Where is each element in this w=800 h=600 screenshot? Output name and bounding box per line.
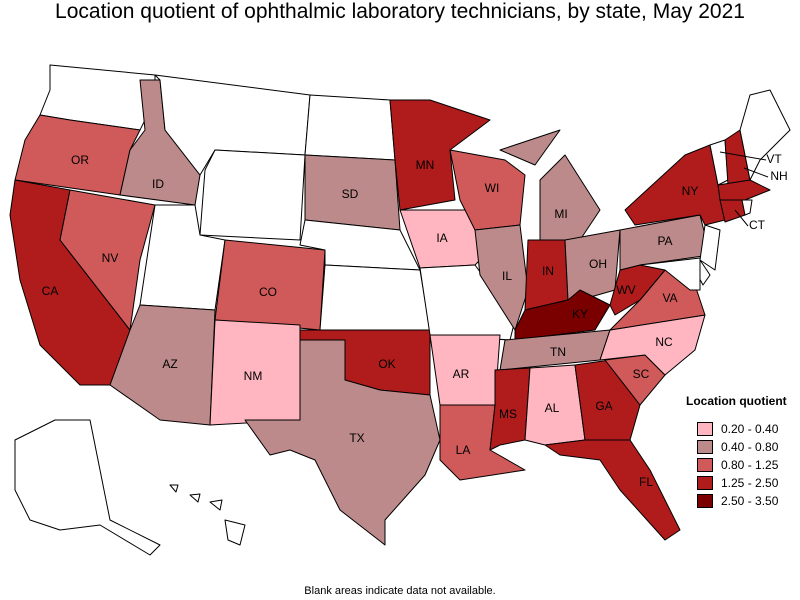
state-MD[interactable] — [639, 257, 701, 291]
state-TX[interactable] — [244, 339, 441, 546]
legend-item: 0.20 - 0.40 — [686, 420, 796, 438]
legend-swatch — [697, 422, 713, 436]
leader-VT — [719, 151, 767, 161]
label-SD: SD — [342, 187, 359, 201]
label-TN: TN — [550, 345, 566, 359]
label-AZ: AZ — [162, 357, 177, 371]
legend-swatch — [697, 494, 713, 508]
legend-item: 1.25 - 2.50 — [686, 474, 796, 492]
state-MO[interactable] — [419, 264, 516, 341]
leader-NH — [743, 167, 769, 178]
state-KS[interactable] — [319, 264, 431, 331]
label-ID: ID — [152, 177, 164, 191]
label-MI: MI — [554, 207, 567, 221]
label-WI: WI — [485, 181, 500, 195]
label-IL: IL — [502, 269, 512, 283]
label-TX: TX — [349, 431, 364, 445]
state-AK[interactable] — [14, 419, 161, 556]
label-IA: IA — [436, 231, 447, 245]
state-GA[interactable] — [574, 359, 641, 441]
label-LA: LA — [456, 443, 471, 457]
label-VA: VA — [662, 291, 677, 305]
legend-item: 0.80 - 1.25 — [686, 456, 796, 474]
state-OH[interactable] — [564, 229, 621, 301]
legend-item: 0.40 - 0.80 — [686, 438, 796, 456]
label-OH: OH — [589, 257, 607, 271]
state-ME[interactable] — [739, 89, 791, 181]
label-AL: AL — [545, 401, 560, 415]
label-PA: PA — [657, 234, 672, 248]
label-CO: CO — [259, 285, 277, 299]
legend-title: Location quotient — [686, 394, 787, 408]
legend-swatch — [697, 458, 713, 472]
state-RI[interactable] — [741, 199, 753, 216]
label-FL: FL — [639, 475, 653, 489]
label-CT: CT — [749, 218, 766, 232]
state-MA[interactable] — [717, 179, 771, 201]
label-NM: NM — [244, 369, 263, 383]
state-AZ[interactable] — [109, 304, 216, 426]
state-NY[interactable] — [624, 144, 726, 226]
map-title: Location quotient of ophthalmic laborato… — [55, 0, 745, 23]
label-AR: AR — [453, 367, 470, 381]
label-NH: NH — [770, 169, 787, 183]
state-MI[interactable] — [499, 129, 601, 241]
label-NV: NV — [102, 251, 119, 265]
legend-label: 2.50 - 3.50 — [721, 494, 779, 508]
footnote: Blank areas indicate data not available. — [304, 585, 496, 597]
legend: Location quotient 0.20 - 0.40 0.40 - 0.80… — [686, 394, 796, 510]
label-OR: OR — [71, 153, 89, 167]
label-VT: VT — [766, 152, 782, 166]
label-KY: KY — [572, 307, 588, 321]
label-NC: NC — [655, 335, 673, 349]
label-MN: MN — [416, 158, 435, 172]
state-CT[interactable] — [719, 199, 746, 223]
state-NJ[interactable] — [699, 224, 721, 271]
label-NY: NY — [682, 184, 699, 198]
state-HI[interactable] — [169, 484, 246, 546]
label-SC: SC — [633, 367, 650, 381]
label-MS: MS — [499, 407, 517, 421]
state-IL[interactable] — [474, 224, 529, 331]
state-FL[interactable] — [544, 439, 681, 541]
legend-label: 0.80 - 1.25 — [721, 458, 779, 472]
legend-item: 2.50 - 3.50 — [686, 492, 796, 510]
label-WV: WV — [616, 283, 635, 297]
state-NV[interactable] — [59, 189, 156, 331]
label-OK: OK — [378, 357, 395, 371]
legend-swatch — [697, 440, 713, 454]
label-GA: GA — [595, 399, 612, 413]
label-CA: CA — [42, 284, 59, 298]
state-WY[interactable] — [199, 149, 306, 241]
legend-label: 0.20 - 0.40 — [721, 422, 779, 436]
legend-swatch — [697, 476, 713, 490]
legend-label: 1.25 - 2.50 — [721, 476, 779, 490]
leader-CT — [734, 209, 749, 227]
legend-label: 0.40 - 0.80 — [721, 440, 779, 454]
label-IN: IN — [542, 264, 554, 278]
state-MN[interactable] — [389, 99, 491, 211]
state-ND[interactable] — [304, 94, 396, 161]
